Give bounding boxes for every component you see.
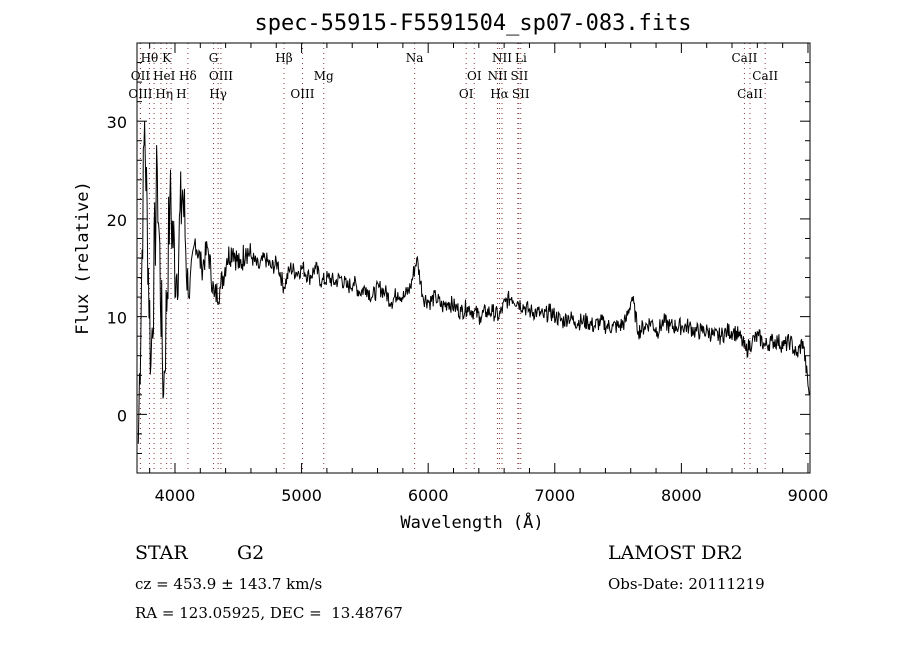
x-tick-label: 4000 — [155, 486, 196, 505]
line-marker-label: CaII — [752, 69, 778, 83]
obs-date: Obs-Date: 20111219 — [608, 575, 765, 593]
redshift-text: cz = 453.9 ± 143.7 km/s — [135, 575, 323, 593]
line-marker-label: Hη — [155, 87, 173, 101]
line-marker-label: OI — [459, 87, 474, 101]
x-axis-label: Wavelength (Å) — [400, 511, 543, 533]
line-marker-label: SII — [512, 87, 530, 101]
line-marker-label: NII — [488, 69, 508, 83]
line-marker-label: Hδ — [179, 69, 197, 83]
line-marker-label: Hθ — [141, 51, 159, 65]
line-marker-label: G — [209, 51, 219, 65]
object-class: STAR — [135, 542, 188, 564]
line-marker-label: OIII — [290, 87, 314, 101]
x-tick-label: 8000 — [661, 486, 702, 505]
y-tick-label: 30 — [107, 113, 127, 132]
plot-frame — [136, 42, 811, 474]
x-tick-label: 7000 — [534, 486, 575, 505]
line-marker-label: Na — [406, 51, 424, 65]
line-marker-label: OI — [467, 69, 482, 83]
line-marker-label: HeI — [153, 69, 176, 83]
line-marker-label: CaII — [732, 51, 758, 65]
line-marker-label: OII — [131, 69, 151, 83]
line-marker-label: Hβ — [275, 51, 292, 65]
line-marker-label: CaII — [737, 87, 763, 101]
line-marker-label: Hα — [490, 87, 509, 101]
line-marker-label: SII — [511, 69, 529, 83]
y-axis-label: Flux (relative) — [73, 181, 93, 335]
line-marker-label: K — [162, 51, 172, 65]
x-tick-label: 9000 — [788, 486, 829, 505]
object-subclass: G2 — [237, 542, 265, 564]
y-tick-label: 10 — [107, 309, 127, 328]
y-tick-label: 20 — [107, 211, 127, 230]
line-marker-label: Mg — [314, 69, 334, 83]
survey-name: LAMOST DR2 — [608, 542, 743, 564]
chart-title: spec-55915-F5591504_sp07-083.fits — [254, 11, 691, 36]
line-marker-label: NII — [492, 51, 512, 65]
line-marker-label: H — [176, 87, 186, 101]
x-tick-label: 5000 — [281, 486, 322, 505]
coordinates-text: RA = 123.05925, DEC = 13.48767 — [135, 604, 403, 622]
line-marker-label: OIII — [128, 87, 152, 101]
line-marker-label: OIII — [209, 69, 233, 83]
line-marker-label: Hγ — [209, 87, 227, 101]
x-tick-label: 6000 — [408, 486, 449, 505]
spectrum-line — [137, 121, 810, 444]
y-tick-label: 0 — [117, 406, 127, 425]
